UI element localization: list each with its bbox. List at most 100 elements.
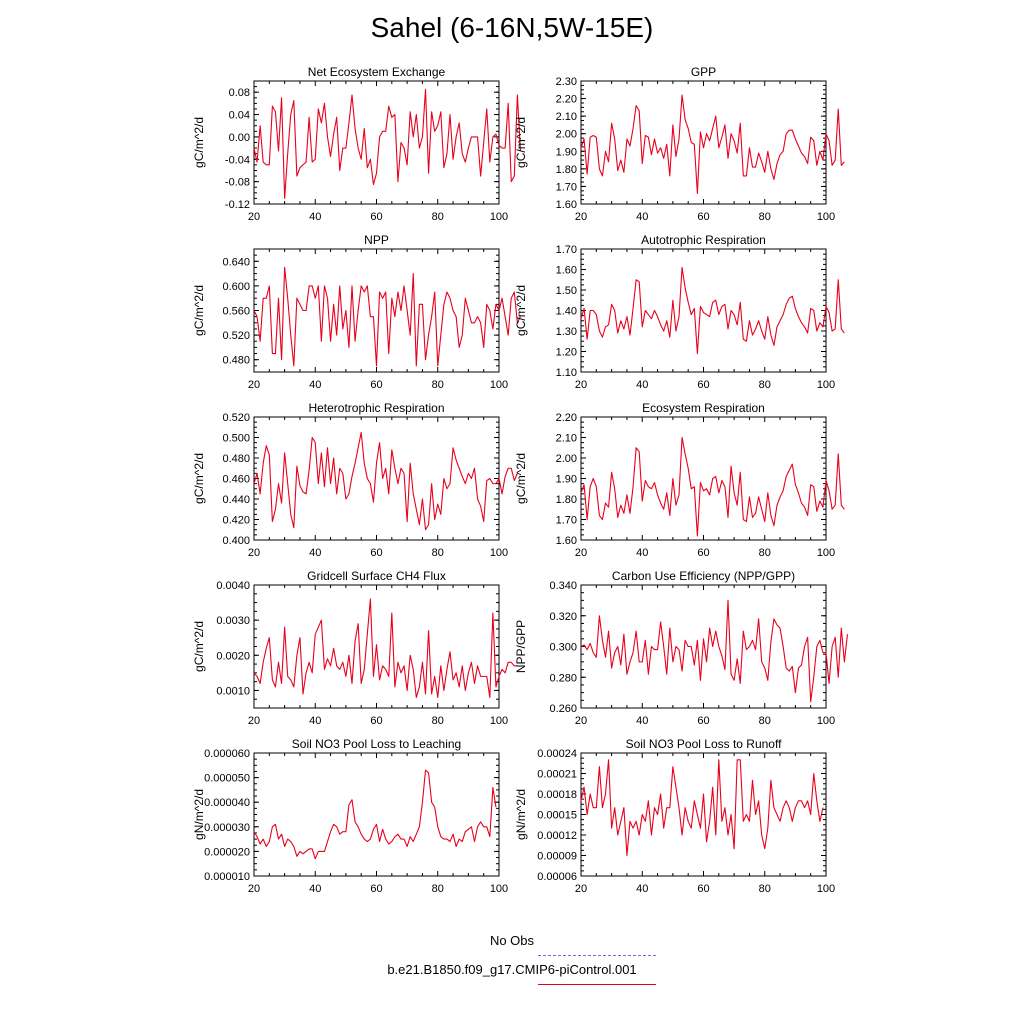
- panel-6-ytick-label: 1.80: [556, 494, 577, 506]
- panel-8-ytick-label: 0.260: [549, 703, 577, 715]
- panel-2-ytick-label: 2.20: [556, 94, 577, 106]
- panel-4-title: Autotrophic Respiration: [641, 233, 766, 247]
- panel-7-ytick-label: 0.0010: [216, 685, 250, 697]
- panel-3-xtick-label: 80: [432, 379, 444, 391]
- panel-6-xtick-label: 40: [636, 547, 648, 559]
- panel-10-series-line: [580, 759, 824, 857]
- panel-3-series-line: [253, 266, 521, 367]
- panel-9-xtick-label: 100: [490, 883, 508, 895]
- panel-6-ytick-label: 2.20: [556, 412, 577, 424]
- panel-6-xtick-label: 100: [817, 547, 835, 559]
- panel-9-ylabel: gN/m^2/d: [192, 789, 206, 840]
- panel-1-ytick-label: -0.08: [225, 177, 250, 189]
- panel-10-title: Soil NO3 Pool Loss to Runoff: [626, 737, 783, 751]
- panel-9-xtick-label: 80: [432, 883, 444, 895]
- panel-4-ytick-label: 1.50: [556, 285, 577, 297]
- panel-7-title: Gridcell Surface CH4 Flux: [307, 569, 446, 583]
- panel-7-xtick-label: 20: [248, 715, 260, 727]
- panel-7-series-line: [253, 598, 518, 699]
- panel-1-ylabel: gC/m^2/d: [192, 117, 206, 168]
- panel-10-xtick-label: 40: [636, 883, 648, 895]
- panel-9-ytick-label: 0.000020: [204, 846, 250, 858]
- panel-1-ytick-label: -0.12: [225, 199, 250, 211]
- panel-10-xtick-label: 80: [759, 883, 771, 895]
- panel-2-ytick-label: 1.80: [556, 164, 577, 176]
- panel-2-ytick-label: 1.70: [556, 181, 577, 193]
- panel-3-xtick-label: 60: [370, 379, 382, 391]
- panel-4-ytick-label: 1.40: [556, 306, 577, 318]
- panel-3-xtick-label: 20: [248, 379, 260, 391]
- panel-8-ytick-label: 0.300: [549, 642, 577, 654]
- panel-6-ytick-label: 1.70: [556, 515, 577, 527]
- panel-3-xtick-label: 100: [490, 379, 508, 391]
- panel-8-ytick-label: 0.340: [549, 580, 577, 592]
- panel-6-ytick-label: 1.90: [556, 474, 577, 486]
- panel-2-xtick-label: 20: [575, 211, 587, 223]
- panel-5-ytick-label: 0.460: [222, 474, 250, 486]
- legend-label-model: b.e21.B1850.f09_g17.CMIP6-piControl.001: [387, 962, 637, 977]
- panel-5-ylabel: gC/m^2/d: [192, 453, 206, 504]
- panel-5-ytick-label: 0.440: [222, 494, 250, 506]
- panel-8-xtick-label: 60: [697, 715, 709, 727]
- legend-line-model: [538, 984, 656, 985]
- panel-6-ytick-label: 1.60: [556, 535, 577, 547]
- panel-6-xtick-label: 80: [759, 547, 771, 559]
- panel-7-ytick-label: 0.0030: [216, 615, 250, 627]
- panel-9-frame: [253, 752, 500, 877]
- panel-10-xtick-label: 60: [697, 883, 709, 895]
- panel-1-frame: [253, 80, 500, 205]
- panel-9-ytick-label: 0.000010: [204, 871, 250, 883]
- panel-1-xtick-label: 40: [309, 211, 321, 223]
- panel-6-series-line: [580, 436, 845, 537]
- panel-4-ytick-label: 1.10: [556, 367, 577, 379]
- panel-7-xtick-label: 80: [432, 715, 444, 727]
- panel-2-ytick-label: 2.30: [556, 76, 577, 88]
- panel-7-xtick-label: 60: [370, 715, 382, 727]
- panel-10-frame: [580, 752, 827, 877]
- panel-9-ytick-label: 0.000060: [204, 748, 250, 760]
- panel-4-xtick-label: 40: [636, 379, 648, 391]
- panel-2-series-line: [580, 94, 845, 195]
- panel-8-title: Carbon Use Efficiency (NPP/GPP): [612, 569, 795, 583]
- panel-5-xtick-label: 20: [248, 547, 260, 559]
- panel-4-xtick-label: 100: [817, 379, 835, 391]
- page-title: Sahel (6-16N,5W-15E): [370, 12, 654, 43]
- panel-10-xtick-label: 20: [575, 883, 587, 895]
- panel-3-xtick-label: 40: [309, 379, 321, 391]
- panel-5-ytick-label: 0.480: [222, 453, 250, 465]
- panel-3-ytick-label: 0.480: [222, 355, 250, 367]
- panel-5-xtick-label: 100: [490, 547, 508, 559]
- panel-1-series-line: [253, 88, 521, 199]
- panel-9-series-line: [253, 769, 497, 860]
- panel-10-ylabel: gN/m^2/d: [514, 789, 528, 840]
- panel-10-ytick-label: 0.00015: [537, 810, 577, 822]
- panel-2-xtick-label: 80: [759, 211, 771, 223]
- panel-6-frame: [580, 416, 827, 541]
- panel-9-title: Soil NO3 Pool Loss to Leaching: [292, 737, 461, 751]
- panel-6-xtick-label: 60: [697, 547, 709, 559]
- panel-2-xtick-label: 60: [697, 211, 709, 223]
- panel-10-xtick-label: 100: [817, 883, 835, 895]
- panel-2-ytick-label: 1.60: [556, 199, 577, 211]
- panel-4-ytick-label: 1.30: [556, 326, 577, 338]
- panel-4-xtick-label: 80: [759, 379, 771, 391]
- panel-8-xtick-label: 40: [636, 715, 648, 727]
- panel-10-ytick-label: 0.00024: [537, 748, 577, 760]
- legend-label-no-obs: No Obs: [489, 933, 535, 948]
- panel-4-ytick-label: 1.70: [556, 244, 577, 256]
- panel-4-ytick-label: 1.60: [556, 265, 577, 277]
- panel-5-ytick-label: 0.420: [222, 515, 250, 527]
- panel-2-ytick-label: 2.10: [556, 111, 577, 123]
- panel-9-xtick-label: 60: [370, 883, 382, 895]
- panel-8-ytick-label: 0.320: [549, 611, 577, 623]
- panel-8-xtick-label: 100: [817, 715, 835, 727]
- panel-7-xtick-label: 40: [309, 715, 321, 727]
- panel-3-title: NPP: [364, 233, 389, 247]
- panel-1-title: Net Ecosystem Exchange: [308, 65, 446, 79]
- panel-5-xtick-label: 60: [370, 547, 382, 559]
- panel-4-frame: [580, 248, 827, 373]
- panel-1-ytick-label: -0.04: [225, 154, 250, 166]
- panel-4-ylabel: gC/m^2/d: [514, 285, 528, 336]
- panel-8-xtick-label: 80: [759, 715, 771, 727]
